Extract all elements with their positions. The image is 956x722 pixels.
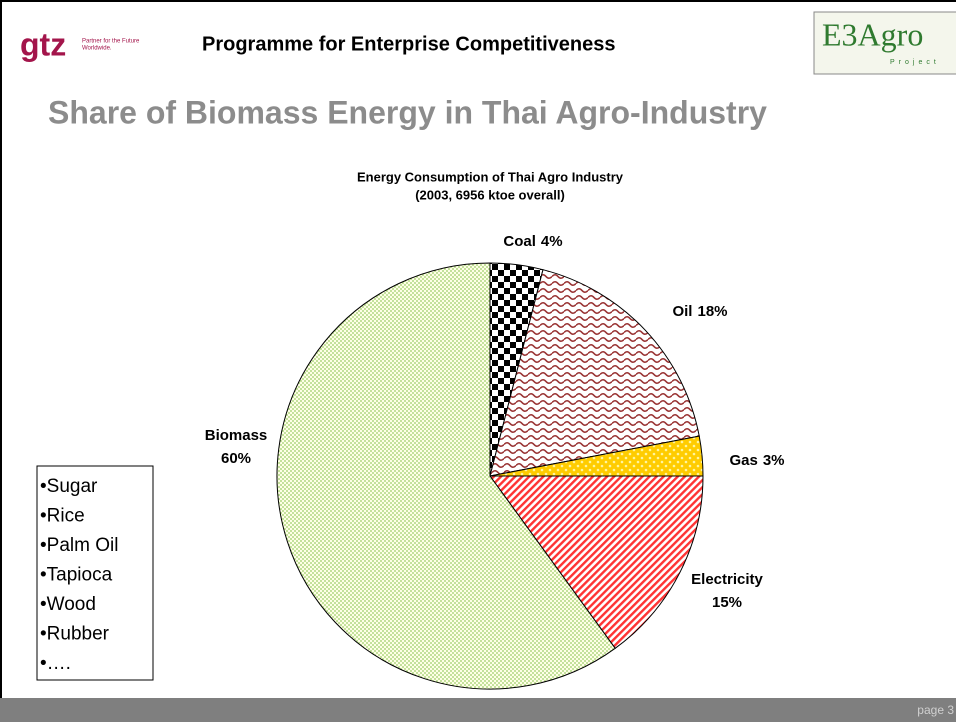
chart-subtitle: (2003, 6956 ktoe overall) <box>415 187 565 202</box>
pie-slice <box>489 475 704 650</box>
slice-value-label: 4% <box>541 233 563 250</box>
list: •Sugar •Rice •Palm Oil •Tapioca •Wood •Rubber… <box>40 476 118 674</box>
list-box <box>36 465 154 681</box>
slice-label: Oil 18% <box>672 303 727 320</box>
list-item: •Wood <box>40 594 96 615</box>
slice-label: Electricity <box>691 571 763 588</box>
e3agro-logo: E3Agro <box>822 16 923 52</box>
pie-slice <box>276 262 616 690</box>
footer-bar <box>0 698 956 722</box>
logo-tagline: Partner for the Future <box>82 39 140 45</box>
programme-title: Programme for Enterprise Competitiveness <box>202 33 615 55</box>
slice-label: Biomass <box>205 427 268 444</box>
list-item: •Palm Oil <box>40 535 118 556</box>
slide-title: Share of Biomass Energy in Thai Agro-Ind… <box>48 94 767 130</box>
pie <box>276 262 704 690</box>
slice-value-label: 60% <box>221 450 251 467</box>
list-item: •…. <box>40 653 71 674</box>
slice-value-label: 15% <box>712 594 742 611</box>
list-item: •Rice <box>40 506 85 527</box>
slice-name: Gas <box>729 452 757 469</box>
slice-label: Coal 4% <box>503 233 562 250</box>
list-item: •Tapioca <box>40 565 113 586</box>
slice-name: Coal <box>503 233 536 250</box>
slice-label: Gas 3% <box>729 452 784 469</box>
page-number: page 3 <box>917 703 954 717</box>
list-item: •Sugar <box>40 476 98 497</box>
list-item: •Rubber <box>40 624 110 645</box>
e3agro-sub: Project <box>890 59 940 66</box>
gtz-logo: gtz <box>20 26 66 62</box>
slice-value-label: 3% <box>763 452 785 469</box>
chart-title: Energy Consumption of Thai Agro Industry <box>357 169 624 184</box>
slice-value-label: 18% <box>697 303 727 320</box>
e3agro-logo-box <box>813 11 956 75</box>
slice-name: Oil <box>672 303 692 320</box>
pie-slice <box>489 269 700 477</box>
logo-tagline: Worldwide. <box>82 46 112 52</box>
